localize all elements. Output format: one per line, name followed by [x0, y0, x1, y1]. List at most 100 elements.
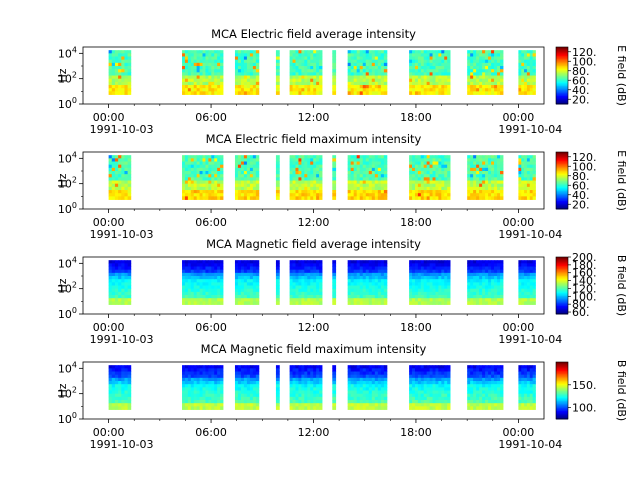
- spectrogram-cell: [482, 298, 486, 302]
- spectrogram-cell: [479, 396, 483, 401]
- y-axis-label: Hz: [56, 278, 69, 292]
- spectrogram-cell: [111, 368, 116, 372]
- spectrogram-cell: [310, 56, 314, 61]
- spectrogram-cell: [307, 59, 311, 64]
- colorbar-swatch: [556, 291, 568, 294]
- spectrogram-cell: [193, 78, 198, 83]
- spectrogram-cell: [292, 75, 296, 80]
- spectrogram-cell: [319, 301, 323, 305]
- spectrogram-cell: [220, 291, 224, 296]
- spectrogram-cell: [184, 406, 189, 410]
- spectrogram-cell: [435, 158, 439, 162]
- spectrogram-cell: [444, 171, 448, 175]
- panel-4: MCA Magnetic field maximum intensity1001…: [56, 342, 628, 451]
- spectrogram-cell: [500, 279, 504, 283]
- spectrogram-cell: [414, 272, 419, 277]
- spectrogram-cell: [292, 69, 296, 73]
- spectrogram-cell: [301, 66, 305, 70]
- spectrogram-cell: [307, 158, 311, 162]
- spectrogram-cell: [377, 78, 382, 83]
- spectrogram-cell: [485, 301, 489, 305]
- spectrogram-cell: [214, 164, 218, 169]
- spectrogram-cell: [438, 190, 442, 194]
- spectrogram-cell: [319, 155, 323, 159]
- spectrogram-cell: [362, 66, 367, 70]
- spectrogram-cell: [182, 183, 186, 188]
- spectrogram-cell: [211, 66, 215, 70]
- spectrogram-cell: [414, 371, 419, 376]
- end-date-label: 1991-10-04: [498, 228, 562, 241]
- spectrogram-cell: [518, 66, 522, 70]
- spectrogram-cell: [414, 177, 419, 181]
- spectrogram-cell: [217, 75, 221, 80]
- spectrogram-cell: [347, 190, 352, 194]
- spectrogram-cell: [275, 291, 280, 296]
- spectrogram-cell: [316, 384, 320, 388]
- spectrogram-cell: [292, 291, 296, 296]
- spectrogram-cell: [377, 365, 382, 369]
- spectrogram-cell: [187, 390, 192, 395]
- spectrogram-cell: [111, 186, 116, 191]
- spectrogram-cell: [414, 396, 419, 401]
- colorbar-swatch: [556, 272, 568, 275]
- spectrogram-cell: [417, 276, 422, 280]
- spectrogram-cell: [479, 406, 483, 410]
- spectrogram-cell: [470, 69, 474, 73]
- spectrogram-cell: [350, 81, 355, 86]
- spectrogram-cell: [196, 381, 200, 385]
- spectrogram-cell: [118, 368, 122, 372]
- spectrogram-cell: [473, 72, 477, 76]
- spectrogram-cell: [374, 167, 379, 172]
- spectrogram-cell: [114, 59, 119, 64]
- spectrogram-cell: [444, 298, 448, 302]
- spectrogram-cell: [485, 158, 489, 162]
- spectrogram-cell: [234, 295, 239, 299]
- spectrogram-cell: [476, 167, 480, 172]
- spectrogram-cell: [380, 164, 385, 169]
- spectrogram-cell: [377, 53, 382, 57]
- spectrogram-cell: [243, 279, 248, 283]
- spectrogram-cell: [304, 295, 308, 299]
- spectrogram-cell: [332, 279, 337, 283]
- spectrogram-cell: [438, 171, 442, 175]
- spectrogram-cell: [371, 288, 376, 293]
- spectrogram-cell: [347, 263, 352, 267]
- spectrogram-cell: [377, 81, 382, 86]
- spectrogram-cell: [368, 88, 373, 92]
- spectrogram-cell: [114, 295, 119, 299]
- x-tick-label: 00:00: [93, 216, 125, 229]
- spectrogram-cell: [127, 161, 132, 166]
- spectrogram-cell: [187, 53, 192, 57]
- spectrogram-cell: [310, 371, 314, 376]
- spectrogram-cell: [208, 183, 212, 188]
- spectrogram-cell: [332, 56, 337, 61]
- spectrogram-cell: [184, 266, 189, 271]
- spectrogram-cell: [187, 291, 192, 296]
- spectrogram-cell: [374, 260, 379, 264]
- spectrogram-cell: [220, 50, 224, 54]
- spectrogram-cell: [289, 161, 293, 166]
- spectrogram-cell: [184, 59, 189, 64]
- spectrogram-cell: [313, 384, 317, 388]
- spectrogram-cell: [252, 164, 257, 169]
- spectrogram-cell: [220, 260, 224, 264]
- colorbar-swatch: [556, 61, 568, 64]
- spectrogram-cell: [362, 288, 367, 293]
- spectrogram-cell: [243, 263, 248, 267]
- spectrogram-cell: [380, 88, 385, 92]
- spectrogram-cell: [494, 190, 498, 194]
- spectrogram-cell: [356, 164, 361, 169]
- spectrogram-cell: [243, 406, 248, 410]
- spectrogram-cell: [295, 365, 299, 369]
- spectrogram-cell: [365, 72, 370, 76]
- spectrogram-cell: [111, 390, 116, 395]
- spectrogram-cell: [108, 66, 113, 70]
- spectrogram-cell: [500, 295, 504, 299]
- spectrogram-cell: [473, 78, 477, 83]
- spectrogram-cell: [289, 91, 293, 95]
- spectrogram-cell: [187, 88, 192, 92]
- spectrogram-cell: [470, 377, 474, 382]
- spectrogram-cell: [310, 88, 314, 92]
- spectrogram-cell: [252, 62, 257, 67]
- spectrogram-cell: [353, 260, 358, 264]
